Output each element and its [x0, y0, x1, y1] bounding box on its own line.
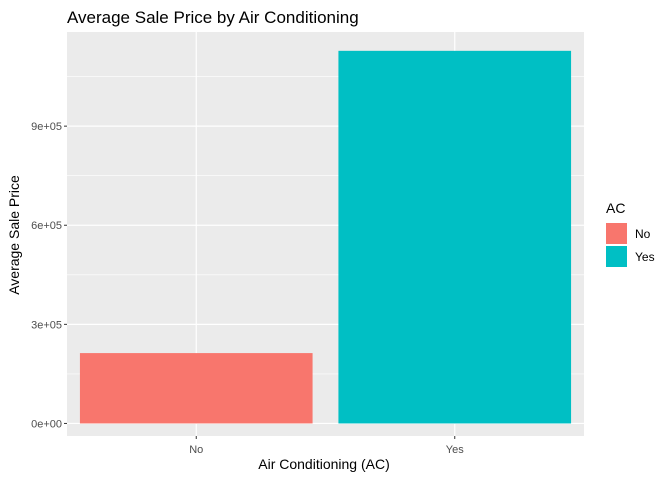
y-axis-ticks: 0e+00 3e+05 6e+05 9e+05	[31, 121, 67, 430]
y-tick-label: 6e+05	[31, 220, 62, 232]
legend-label: No	[635, 227, 651, 241]
x-axis-title: Air Conditioning (AC)	[258, 456, 390, 472]
bar-no	[79, 353, 313, 424]
legend-key-yes	[606, 246, 627, 267]
bar-yes	[338, 50, 572, 424]
y-axis-title: Average Sale Price	[6, 175, 22, 295]
y-tick-label: 0e+00	[31, 418, 62, 430]
y-tick-label: 9e+05	[31, 121, 62, 133]
legend-title: AC	[606, 200, 625, 216]
x-axis-ticks: No Yes	[189, 436, 464, 456]
legend-items: No Yes	[606, 223, 655, 267]
legend: AC No Yes	[606, 200, 655, 267]
legend-label: Yes	[635, 250, 655, 264]
legend-key-no	[606, 223, 627, 244]
bars	[79, 50, 572, 424]
x-tick-label: Yes	[446, 444, 464, 456]
chart-title: Average Sale Price by Air Conditioning	[67, 8, 359, 27]
y-tick-label: 3e+05	[31, 319, 62, 331]
x-tick-label: No	[189, 444, 203, 456]
